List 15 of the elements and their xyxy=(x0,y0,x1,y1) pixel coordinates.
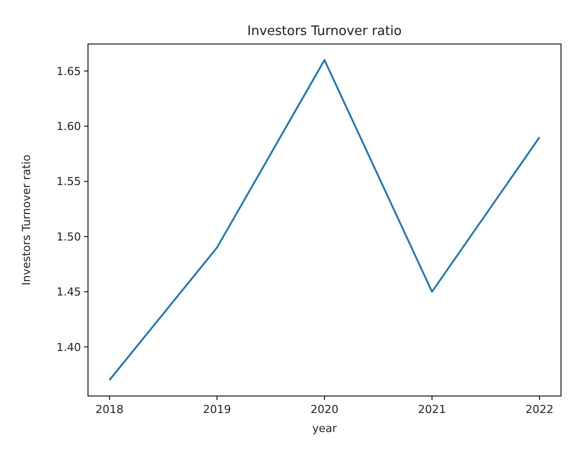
x-tick-label: 2018 xyxy=(96,403,124,416)
x-tick-label: 2020 xyxy=(310,403,338,416)
x-tick-label: 2019 xyxy=(203,403,231,416)
chart-title: Investors Turnover ratio xyxy=(247,24,402,39)
y-tick-label: 1.55 xyxy=(56,175,81,188)
y-tick-label: 1.50 xyxy=(56,230,81,244)
y-tick-label: 1.40 xyxy=(56,340,81,354)
y-tick-label: 1.65 xyxy=(56,64,81,78)
y-axis-title: Investors Turnover ratio xyxy=(20,154,33,286)
x-tick-label: 2021 xyxy=(418,403,446,416)
line-series xyxy=(108,59,540,381)
y-tick-label: 1.60 xyxy=(56,120,81,134)
x-tick-label: 2022 xyxy=(526,403,554,416)
x-axis-title: year xyxy=(312,422,338,435)
y-tick-label: 1.45 xyxy=(56,286,81,299)
